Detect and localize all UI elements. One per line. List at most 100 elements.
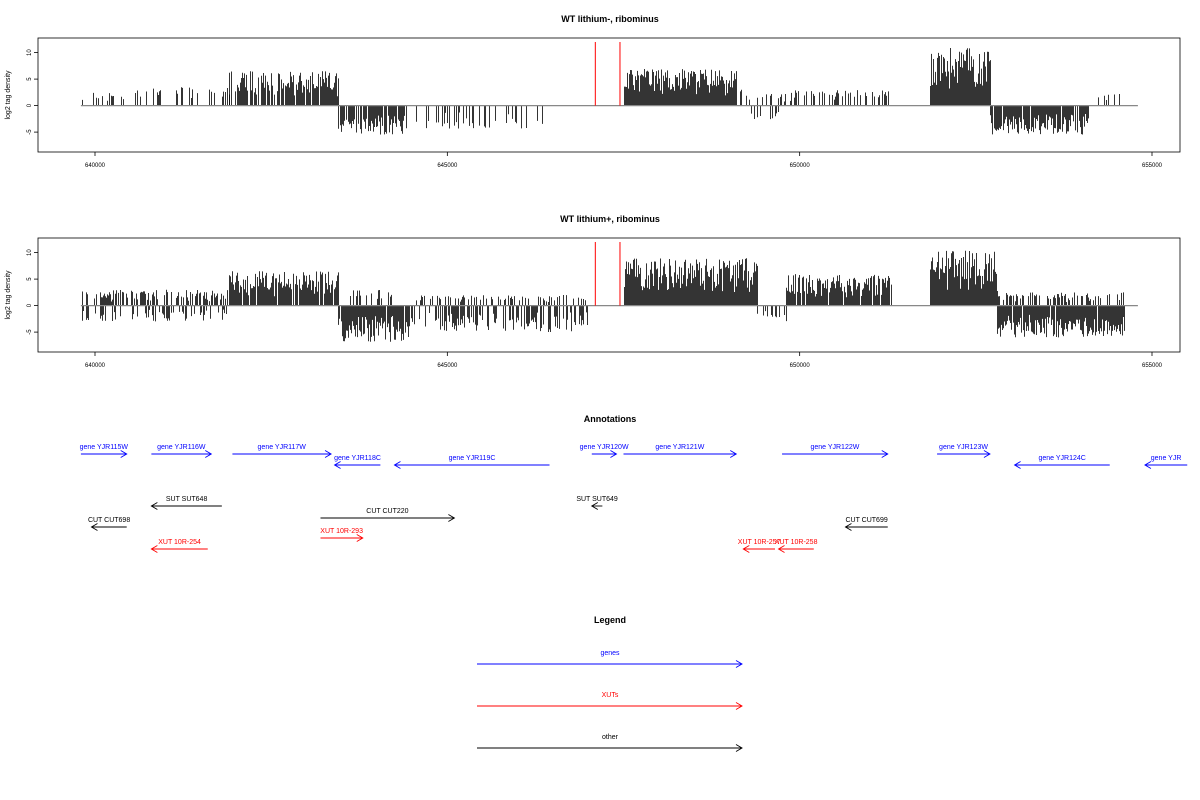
arrow-head-icon — [120, 450, 128, 458]
annotation-feature[interactable]: SUT SUT649 — [576, 496, 618, 510]
arrow-head-icon — [735, 702, 743, 710]
annotation-feature[interactable]: XUT 10R-257 — [738, 539, 781, 553]
annotations-title: Annotations — [584, 414, 637, 424]
feature-label: gene YJR122W — [810, 444, 859, 451]
arrow-head-icon — [844, 523, 852, 531]
arrow-head-icon — [735, 660, 743, 668]
red-markers — [594, 42, 621, 106]
annotation-feature[interactable]: gene YJR — [1144, 455, 1188, 469]
arrow-head-icon — [777, 545, 785, 553]
annotation-feature[interactable]: CUT CUT699 — [844, 517, 888, 531]
feature-label: gene YJR124C — [1038, 455, 1085, 462]
annotation-feature[interactable]: CUT CUT698 — [88, 517, 130, 531]
panel-title: WT lithium-, ribominus — [561, 14, 659, 24]
x-tick-label: 655000 — [1142, 363, 1163, 369]
arrow-head-icon — [730, 450, 738, 458]
y-tick-label: -5 — [27, 129, 33, 135]
arrow-head-icon — [1013, 461, 1021, 469]
x-axis: 640000 645000 650000 655000 — [85, 152, 1163, 169]
annotation-feature[interactable]: XUT 10R-254 — [150, 539, 208, 553]
feature-label: CUT CUT698 — [88, 517, 130, 524]
arrow-head-icon — [610, 450, 618, 458]
feature-label: XUT 10R-258 — [775, 539, 818, 546]
y-tick-label: 10 — [27, 49, 33, 56]
arrow-head-icon — [735, 744, 743, 752]
y-axis-label: log2 tag density — [5, 70, 12, 120]
x-tick-label: 645000 — [437, 363, 458, 369]
x-tick-label: 655000 — [1142, 163, 1163, 169]
arrow-head-icon — [393, 461, 401, 469]
arrow-head-icon — [590, 502, 599, 510]
legend-item: other — [477, 734, 743, 752]
annotation-feature[interactable]: gene YJR122W — [782, 444, 889, 458]
arrow-head-icon — [324, 450, 332, 458]
coverage-bars — [82, 48, 1120, 135]
arrow-head-icon — [356, 534, 364, 542]
feature-label: gene YJR115W — [80, 444, 129, 451]
plot-frame — [37, 237, 1181, 353]
feature-label: gene YJR117W — [258, 444, 307, 451]
annotation-feature[interactable]: gene YJR121W — [623, 444, 738, 458]
arrow-head-icon — [1144, 461, 1152, 469]
annotation-feature[interactable]: gene YJR115W — [80, 444, 129, 458]
annotation-feature[interactable]: gene YJR118C — [333, 455, 381, 469]
x-tick-label: 650000 — [790, 163, 811, 169]
feature-label: gene YJR123W — [939, 444, 988, 451]
legend-label: other — [602, 734, 619, 741]
feature-label: gene YJR119C — [449, 455, 496, 462]
feature-label: XUT 10R-254 — [158, 539, 201, 546]
y-tick-label: 0 — [27, 303, 33, 307]
y-axis: -5 0 5 10 — [27, 249, 38, 335]
annotation-feature[interactable]: gene YJR120W — [580, 444, 629, 458]
annotation-feature[interactable]: gene YJR117W — [232, 444, 332, 458]
legend-label: XUTs — [602, 692, 619, 699]
x-tick-label: 650000 — [790, 363, 811, 369]
legend-title: Legend — [594, 615, 626, 625]
annotation-feature[interactable]: gene YJR116W — [151, 444, 213, 458]
y-tick-label: 0 — [27, 103, 33, 107]
y-axis-label: log2 tag density — [5, 270, 12, 320]
legend-label: genes — [600, 650, 620, 657]
annotation-feature[interactable]: XUT 10R-258 — [775, 539, 818, 553]
arrow-head-icon — [150, 545, 158, 553]
feature-label: XUT 10R-293 — [320, 528, 363, 535]
legend-item: XUTs — [477, 692, 743, 710]
annotation-feature[interactable]: SUT SUT648 — [150, 496, 222, 510]
panel-title: WT lithium+, ribominus — [560, 214, 660, 224]
x-axis: 640000 645000 650000 655000 — [85, 352, 1163, 369]
annotation-feature[interactable]: XUT 10R-293 — [320, 528, 364, 542]
coverage-bars — [82, 250, 1125, 342]
arrow-head-icon — [333, 461, 341, 469]
arrow-head-icon — [150, 502, 158, 510]
annotation-feature[interactable]: gene YJR119C — [393, 455, 550, 469]
annotation-feature[interactable]: CUT CUT220 — [320, 508, 456, 522]
annotations-track: Annotations gene YJR115W gene YJR116W gene… — [80, 414, 1188, 553]
arrow-head-icon — [90, 523, 98, 531]
red-markers — [594, 242, 621, 306]
feature-label: CUT CUT220 — [366, 508, 408, 515]
y-tick-label: 10 — [27, 249, 33, 256]
y-tick-label: -5 — [27, 329, 33, 335]
feature-label: SUT SUT649 — [576, 496, 618, 503]
feature-label: gene YJR118C — [334, 455, 381, 462]
feature-label: gene YJR121W — [655, 444, 704, 451]
legend: Legend genes XUTs other — [477, 615, 743, 752]
annotation-features: gene YJR115W gene YJR116W gene YJR117W gene… — [80, 444, 1188, 553]
feature-label: gene YJR116W — [157, 444, 206, 451]
feature-label: CUT CUT699 — [845, 517, 887, 524]
coverage-panel-lithium-minus: WT lithium-, ribominus log2 tag density … — [5, 14, 1181, 169]
feature-label: XUT 10R-257 — [738, 539, 781, 546]
arrow-head-icon — [881, 450, 889, 458]
annotation-feature[interactable]: gene YJR123W — [937, 444, 991, 458]
arrow-head-icon — [448, 514, 456, 522]
x-tick-label: 640000 — [85, 163, 106, 169]
feature-label: gene YJR — [1151, 455, 1182, 462]
arrow-head-icon — [983, 450, 991, 458]
y-axis: -5 0 5 10 — [27, 49, 38, 135]
annotation-feature[interactable]: gene YJR124C — [1013, 455, 1110, 469]
x-tick-label: 640000 — [85, 363, 106, 369]
x-tick-label: 645000 — [437, 163, 458, 169]
y-tick-label: 5 — [27, 77, 33, 81]
legend-item: genes — [477, 650, 743, 668]
arrow-head-icon — [205, 450, 213, 458]
